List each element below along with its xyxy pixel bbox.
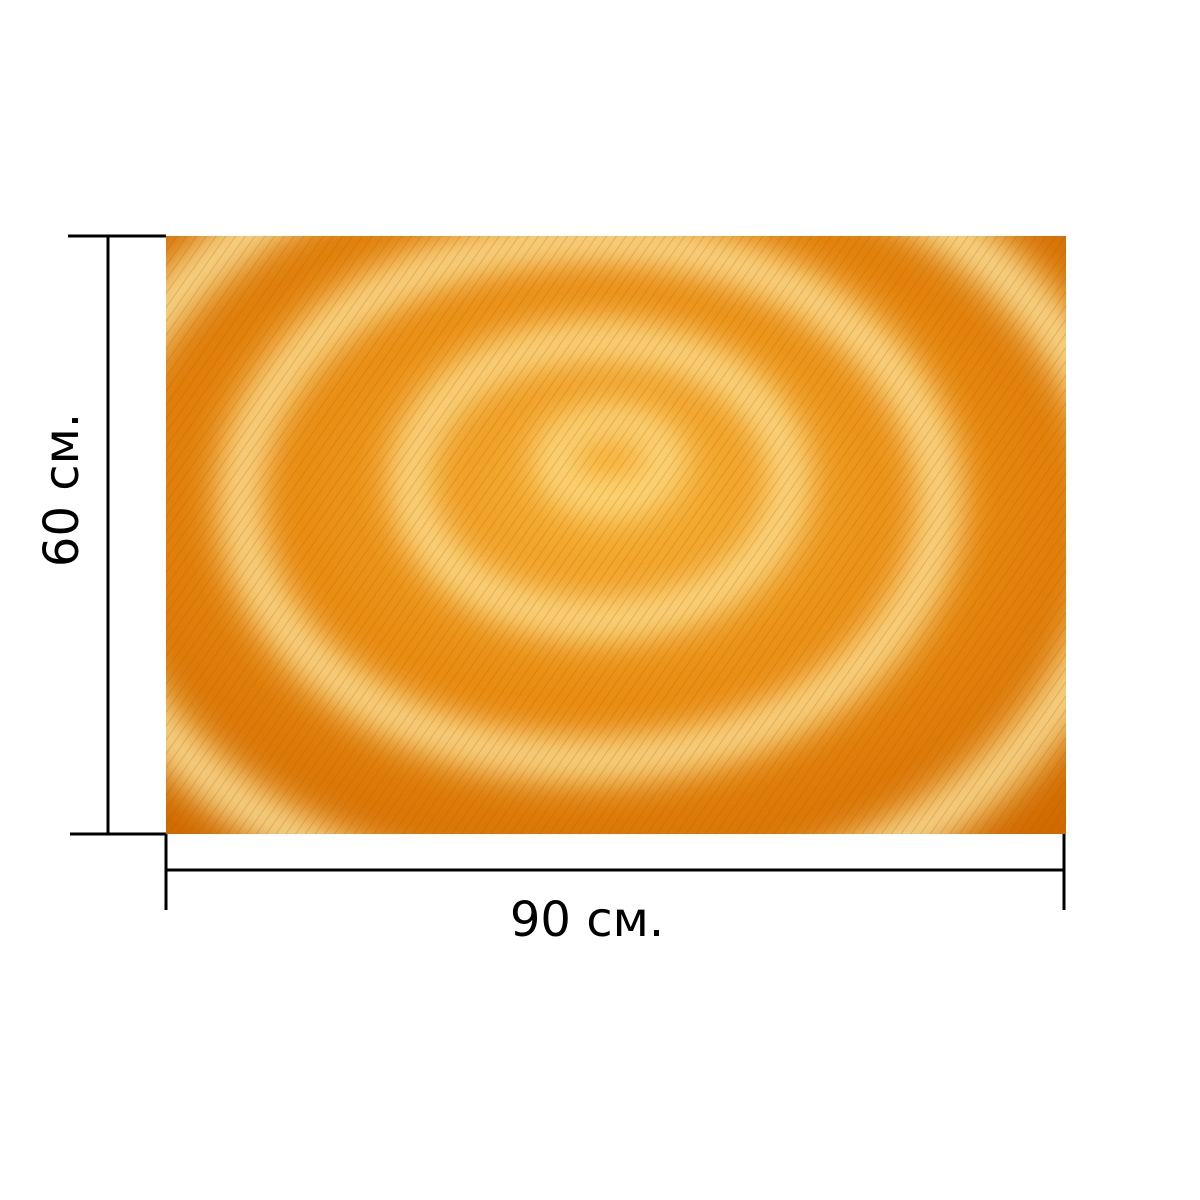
swirl-image (166, 236, 1066, 834)
dimension-lines (68, 234, 1066, 910)
height-label: 60 см. (34, 413, 90, 567)
width-label: 90 см. (510, 892, 664, 948)
